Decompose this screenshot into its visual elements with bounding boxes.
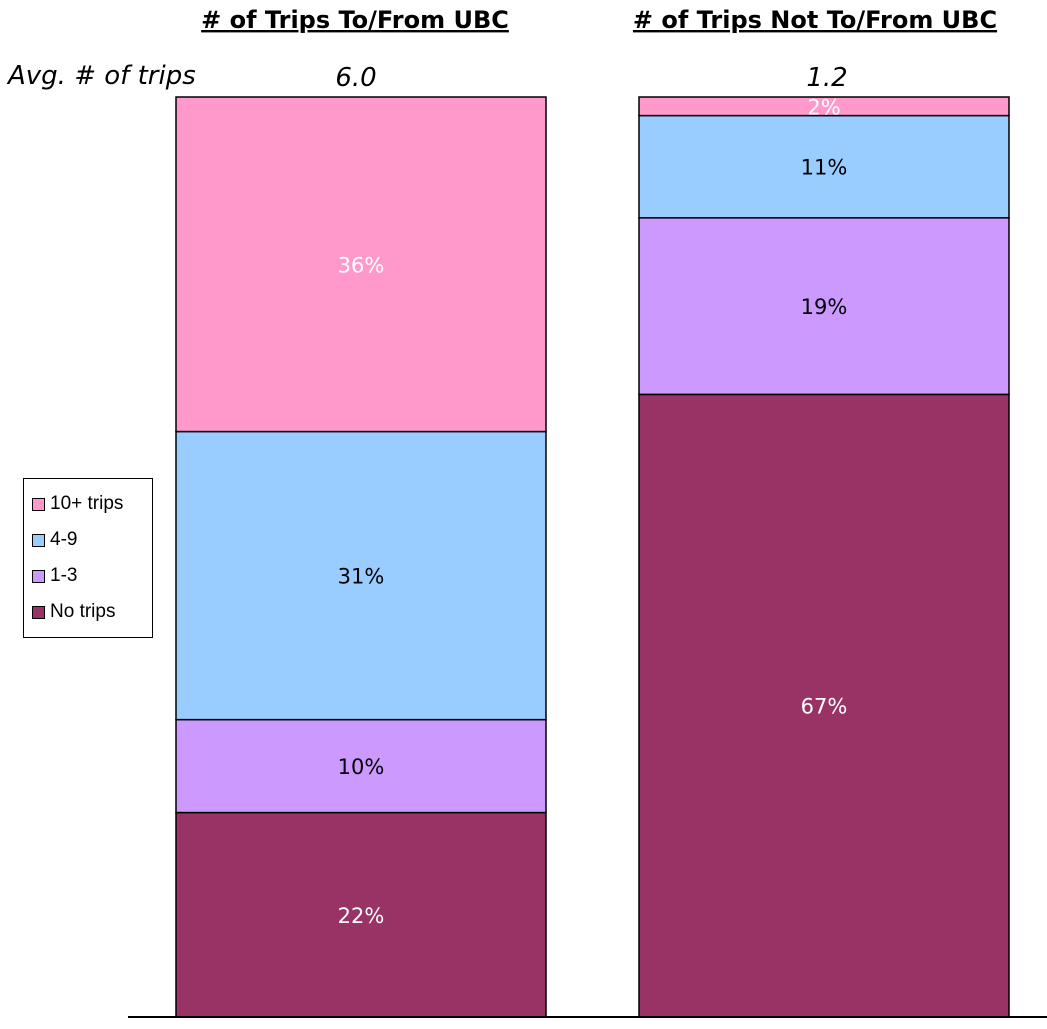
legend-swatch (32, 497, 45, 511)
legend-item: 1-3 (32, 558, 152, 594)
column-title: # of Trips Not To/From UBC (633, 6, 997, 34)
data-label: 19% (801, 295, 848, 319)
legend-item: 4-9 (32, 522, 152, 558)
data-label: 11% (801, 156, 848, 180)
column-title: # of Trips To/From UBC (201, 6, 509, 34)
bar-segment (175, 96, 547, 433)
bar-segment (638, 96, 1010, 117)
legend-label: No trips (50, 601, 116, 622)
avg-trips-value: 6.0 (335, 63, 376, 93)
bar-segment (638, 217, 1010, 396)
data-label: 10% (338, 755, 385, 779)
legend-label: 1-3 (50, 565, 78, 586)
bar-segment (638, 114, 1010, 219)
legend-label: 10+ trips (50, 493, 124, 514)
data-label: 67% (801, 695, 848, 719)
data-label: 36% (338, 253, 385, 277)
legend-label: 4-9 (50, 529, 78, 550)
bar-segment (175, 811, 547, 1018)
legend-item: 10+ trips (32, 486, 152, 522)
legend-swatch (32, 569, 45, 583)
legend-item: No trips (32, 594, 152, 630)
data-label: 2% (807, 95, 840, 119)
data-label: 22% (338, 904, 385, 928)
chart-legend: 10+ trips 4-9 1-3 No trips (23, 478, 153, 638)
bar-segment (175, 718, 547, 814)
avg-trips-label: Avg. # of trips (6, 61, 196, 91)
avg-trips-value: 1.2 (806, 63, 847, 93)
bar-segment (638, 393, 1010, 1018)
data-label: 31% (338, 565, 385, 589)
legend-swatch (32, 533, 45, 547)
legend-swatch (32, 605, 45, 619)
